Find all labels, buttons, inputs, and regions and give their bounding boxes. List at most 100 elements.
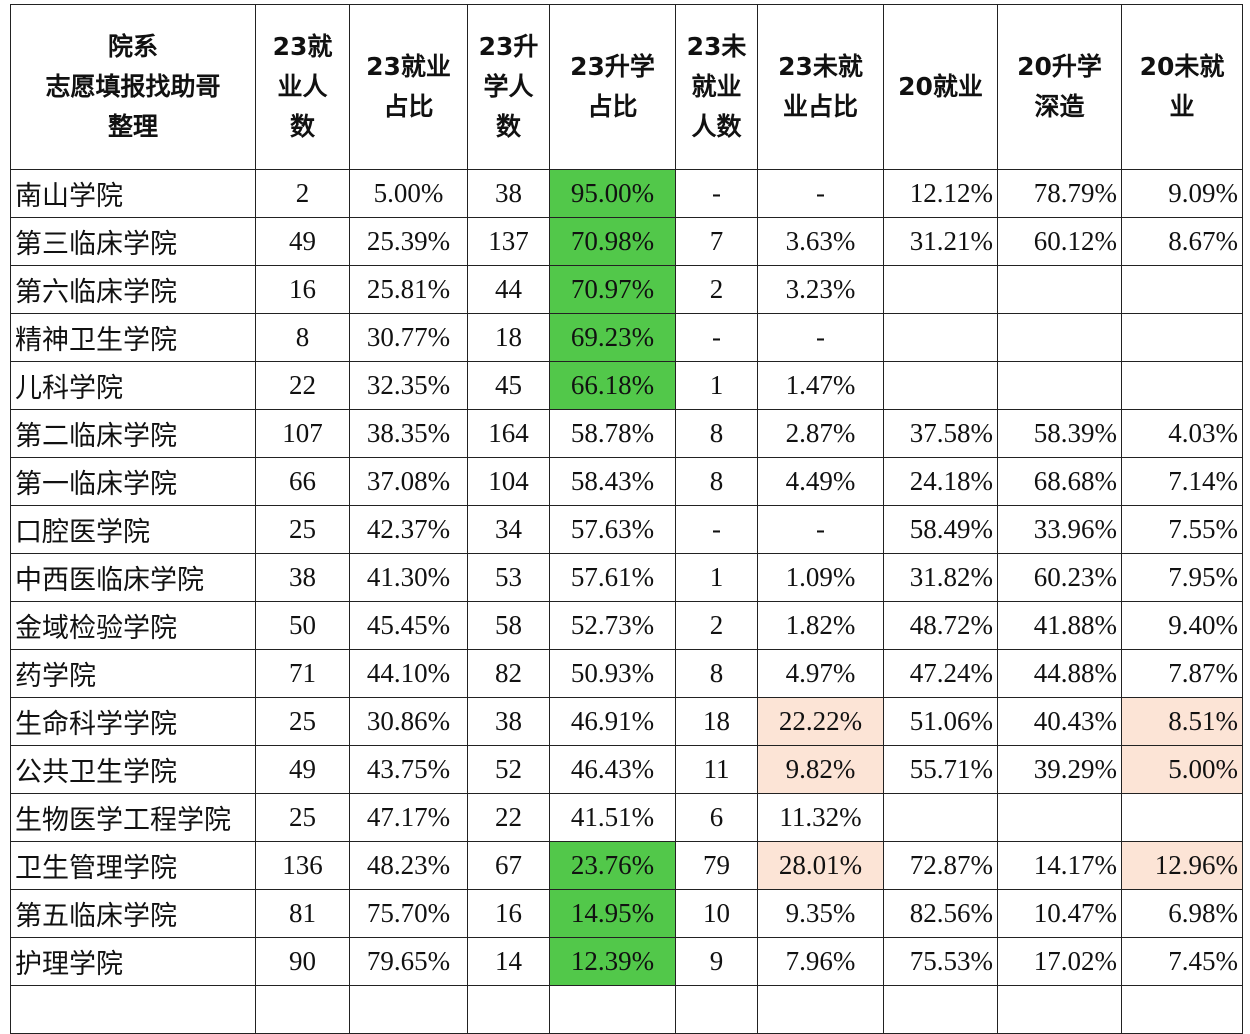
- table-cell: 42.37%: [349, 505, 468, 554]
- table-cell: 5.00%: [349, 169, 468, 218]
- table-cell: 47.17%: [349, 793, 468, 842]
- table-cell: 33.96%: [997, 505, 1122, 554]
- table-cell: 38.35%: [349, 409, 468, 458]
- table-cell: [997, 361, 1122, 410]
- table-cell: 1: [675, 553, 758, 602]
- table-cell: 37.58%: [883, 409, 998, 458]
- table-cell: 66: [255, 457, 350, 506]
- table-cell: 164: [467, 409, 550, 458]
- table-cell: 22: [467, 793, 550, 842]
- table-cell: 49: [255, 745, 350, 794]
- table-cell: 8: [255, 313, 350, 362]
- table-cell: 16: [255, 265, 350, 314]
- table-cell: 24.18%: [883, 457, 998, 506]
- table-cell: 50: [255, 601, 350, 650]
- table-cell: 82: [467, 649, 550, 698]
- table-cell: 4.49%: [757, 457, 884, 506]
- table-cell: 75.70%: [349, 889, 468, 938]
- table-cell: 32.35%: [349, 361, 468, 410]
- table-cell: 11: [675, 745, 758, 794]
- table-cell: 46.91%: [549, 697, 676, 746]
- table-cell: 38: [255, 553, 350, 602]
- table-cell: [883, 313, 998, 362]
- table-cell: 67: [467, 841, 550, 890]
- table-cell: 82.56%: [883, 889, 998, 938]
- table-row: 卫生管理学院 136 48.23% 67 23.76% 79 28.01% 72.87% 14.…: [10, 841, 1243, 890]
- row-label: 公共卫生学院: [10, 745, 256, 794]
- table-cell: 71: [255, 649, 350, 698]
- table-cell: 95.00%: [549, 169, 676, 218]
- table-cell: 4.97%: [757, 649, 884, 698]
- table-cell: 37.08%: [349, 457, 468, 506]
- table-row: 第二临床学院 107 38.35% 164 58.78% 8 2.87% 37.58% 58.3…: [10, 409, 1243, 458]
- table-cell: 7: [675, 217, 758, 266]
- table-cell: 41.30%: [349, 553, 468, 602]
- table-cell: 39.29%: [997, 745, 1122, 794]
- table-row: 口腔医学院 25 42.37% 34 57.63% - -58.49% 33.96% 7.55%: [10, 505, 1243, 554]
- table-cell: 79.65%: [349, 937, 468, 986]
- table-cell: 1.09%: [757, 553, 884, 602]
- table-cell: 5.00%: [1121, 745, 1243, 794]
- table-cell: 44.10%: [349, 649, 468, 698]
- table-cell: 137: [467, 217, 550, 266]
- row-label: 口腔医学院: [10, 505, 256, 554]
- table-cell: 10.47%: [997, 889, 1122, 938]
- table-cell: 9.82%: [757, 745, 884, 794]
- table-cell: 25: [255, 793, 350, 842]
- table-cell: 18: [467, 313, 550, 362]
- table-cell: 47.24%: [883, 649, 998, 698]
- header-cell: 20升学 深造: [997, 4, 1122, 170]
- table-cell: 10: [675, 889, 758, 938]
- row-label: 生命科学学院: [10, 697, 256, 746]
- table-cell: 55.71%: [883, 745, 998, 794]
- table-cell: [675, 985, 758, 1034]
- table-row: 第三临床学院 49 25.39% 137 70.98% 7 3.63% 31.21% 60.12…: [10, 217, 1243, 266]
- table-cell: 9.35%: [757, 889, 884, 938]
- table-cell: [997, 313, 1122, 362]
- table-cell: 58.39%: [997, 409, 1122, 458]
- table-cell: [997, 793, 1122, 842]
- table-row: 第六临床学院 16 25.81% 44 70.97% 2 3.23%: [10, 265, 1243, 314]
- table-cell: 2.87%: [757, 409, 884, 458]
- table-cell: 50.93%: [549, 649, 676, 698]
- row-label: 儿科学院: [10, 361, 256, 410]
- table-cell: 22: [255, 361, 350, 410]
- table-cell: 45: [467, 361, 550, 410]
- table-cell: 46.43%: [549, 745, 676, 794]
- table-cell: 7.96%: [757, 937, 884, 986]
- row-label: 药学院: [10, 649, 256, 698]
- table-cell: 8: [675, 649, 758, 698]
- table-cell: 18: [675, 697, 758, 746]
- table-row: 药学院 71 44.10% 82 50.93% 8 4.97% 47.24% 44.88% 7.8…: [10, 649, 1243, 698]
- table-cell: 25.39%: [349, 217, 468, 266]
- table-cell: 43.75%: [349, 745, 468, 794]
- table-cell: 17.02%: [997, 937, 1122, 986]
- table-cell: 44.88%: [997, 649, 1122, 698]
- table-row: 公共卫生学院 49 43.75% 52 46.43% 11 9.82% 55.71% 39.29…: [10, 745, 1243, 794]
- header-cell: 20就业: [883, 4, 998, 170]
- table-cell: 53: [467, 553, 550, 602]
- table-row: 精神卫生学院 8 30.77% 18 69.23% - -: [10, 313, 1243, 362]
- table-cell: 1.82%: [757, 601, 884, 650]
- table-cell: -: [757, 169, 884, 218]
- table-cell: [1121, 265, 1243, 314]
- table-cell: -: [675, 169, 758, 218]
- table-cell: 68.68%: [997, 457, 1122, 506]
- table-cell: 8.67%: [1121, 217, 1243, 266]
- table-cell: 79: [675, 841, 758, 890]
- table-row: 金域检验学院 50 45.45% 58 52.73% 2 1.82% 48.72% 41.88%…: [10, 601, 1243, 650]
- table-row: 第一临床学院 66 37.08% 104 58.43% 8 4.49% 24.18% 68.68…: [10, 457, 1243, 506]
- row-label: 第一临床学院: [10, 457, 256, 506]
- table-cell: -: [675, 313, 758, 362]
- table-cell: [1121, 793, 1243, 842]
- table-cell: [997, 985, 1122, 1034]
- table-cell: 104: [467, 457, 550, 506]
- table-cell: 75.53%: [883, 937, 998, 986]
- table-cell: 8: [675, 409, 758, 458]
- table-cell: 49: [255, 217, 350, 266]
- table-cell: 81: [255, 889, 350, 938]
- table-cell: 9.40%: [1121, 601, 1243, 650]
- table-body: 南山学院 2 5.00% 38 95.00% - -12.12% 78.79% 9.09% 第三临…: [10, 169, 1243, 1034]
- header-cell: 23未就 业占比: [757, 4, 884, 170]
- table-cell: 57.63%: [549, 505, 676, 554]
